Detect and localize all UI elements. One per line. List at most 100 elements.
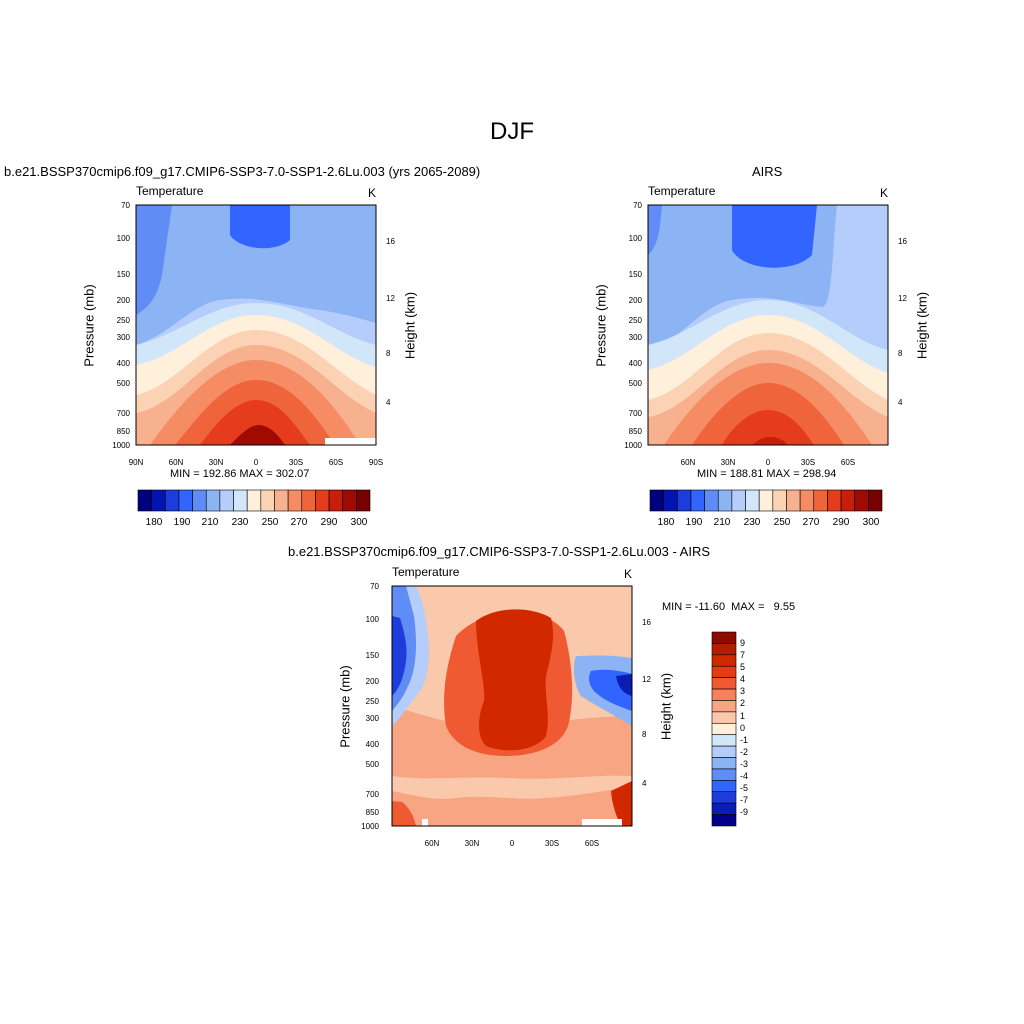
panel1-colorbar-label: 300 — [351, 517, 368, 528]
colorbar-swatch — [868, 489, 883, 512]
panel1-y-tick: 1000 — [112, 441, 130, 450]
panel1-y-tick: 700 — [117, 409, 131, 418]
colorbar-swatch — [813, 489, 828, 512]
panel2-contour-field — [648, 205, 888, 445]
panel2-colorbar-label: 210 — [714, 517, 731, 528]
colorbar-swatch — [274, 489, 289, 512]
panel1-colorbar: 180 190 210 230 250 270 290 300 — [137, 489, 371, 528]
panel1-y-tick-labels: 70 100 150 200 250 300 400 500 700 850 1… — [112, 201, 130, 450]
colorbar-swatch — [717, 489, 733, 512]
panel1-contour-field — [136, 205, 376, 445]
colorbar-swatch — [233, 489, 248, 512]
panel3-x-tick: 30N — [465, 839, 480, 848]
colorbar-swatch — [711, 745, 737, 758]
colorbar-swatch — [219, 489, 234, 512]
colorbar-swatch — [827, 489, 842, 512]
colorbar-swatch — [342, 489, 357, 512]
panel1-y2-tick: 12 — [386, 294, 395, 303]
colorbar-swatch — [205, 489, 221, 512]
panel3-y-tick: 70 — [370, 582, 379, 591]
panel3-plot: 70 100 150 200 250 300 400 500 700 850 1… — [361, 582, 651, 848]
panel3-colorbar-label: -7 — [740, 795, 748, 805]
panel1-y-tick: 150 — [117, 270, 131, 279]
panel2-y-tick: 700 — [629, 409, 643, 418]
panel3-x-tick: 60N — [425, 839, 440, 848]
panel2-y-tick: 70 — [633, 201, 642, 210]
colorbar-swatch — [287, 489, 303, 512]
panel1-title: b.e21.BSSP370cmip6.f09_g17.CMIP6-SSP3-7.… — [4, 164, 481, 179]
panel1-x-tick: 90S — [369, 458, 383, 467]
panel3-x-tick: 60S — [585, 839, 599, 848]
panel2-colorbar-label: 250 — [774, 517, 791, 528]
panel2-y2-tick-labels: 16 12 8 4 — [898, 237, 907, 407]
panel3-y-tick: 850 — [366, 808, 380, 817]
panel2-x-tick: 0 — [766, 458, 771, 467]
panel3-colorbar-label: -5 — [740, 783, 748, 793]
colorbar-swatch — [301, 489, 316, 512]
panel2-colorbar-label: 300 — [863, 517, 880, 528]
panel2-units-label: K — [880, 186, 889, 200]
panel3-y2-tick-labels: 16 12 8 4 — [642, 618, 651, 788]
panel3-colorbar: 9 7 5 4 3 2 1 0 -1 -2 -3 -4 -5 -7 -9 — [711, 631, 748, 827]
colorbar-swatch — [137, 489, 152, 512]
colorbar-swatch — [786, 489, 801, 512]
panel2-stats: MIN = 188.81 MAX = 298.94 — [697, 468, 837, 480]
colorbar-swatch — [772, 489, 787, 512]
panel2-x-tick-labels: 60N 30N 0 30S 60S — [681, 458, 855, 467]
colorbar-swatch — [711, 688, 737, 701]
colorbar-swatch — [711, 677, 737, 690]
panel1-x-tick-labels: 90N 60N 30N 0 30S 60S 90S — [129, 458, 383, 467]
panel2-y-tick-labels: 70 100 150 200 250 300 400 500 700 850 1… — [624, 201, 642, 450]
panel1-x-tick: 0 — [254, 458, 259, 467]
colorbar-swatch — [711, 802, 737, 815]
panel3-colorbar-label: -9 — [740, 807, 748, 817]
panel3-colorbar-label: 5 — [740, 662, 745, 672]
panel1-stats: MIN = 192.86 MAX = 302.07 — [170, 468, 310, 480]
colorbar-swatch — [840, 489, 856, 512]
figure-title: DJF — [490, 118, 534, 145]
panel1-colorbar-swatches — [137, 489, 371, 512]
panel2-colorbar-label: 270 — [803, 517, 820, 528]
panel3-colorbar-label: 2 — [740, 698, 745, 708]
panel2-y-tick: 150 — [629, 270, 643, 279]
panel1-y-tick: 250 — [117, 316, 131, 325]
panel3-y-tick: 100 — [366, 615, 380, 624]
panel2-colorbar: 180 190 210 230 250 270 290 300 — [649, 489, 883, 528]
panel3-colorbar-label: -4 — [740, 771, 748, 781]
colorbar-swatch — [704, 489, 719, 512]
panel1-units-label: K — [368, 186, 377, 200]
panel2-colorbar-label: 180 — [658, 517, 675, 528]
panel3-x-tick-labels: 60N 30N 0 30S 60S — [425, 839, 599, 848]
panel1-y-tick: 200 — [117, 296, 131, 305]
panel2-x-tick: 60S — [841, 458, 855, 467]
panel3-colorbar-label: 1 — [740, 711, 745, 721]
colorbar-swatch — [711, 722, 737, 736]
panel3-y-tick: 1000 — [361, 822, 379, 831]
panel2-y2-tick: 16 — [898, 237, 907, 246]
panel3-colorbar-label: 7 — [740, 650, 745, 660]
panel2-y-tick: 500 — [629, 379, 643, 388]
panel2-y2-tick: 4 — [898, 398, 903, 407]
panel2-x-tick: 30S — [801, 458, 815, 467]
panel1-y-tick: 850 — [117, 427, 131, 436]
panel2-colorbar-labels: 180 190 210 230 250 270 290 300 — [658, 517, 880, 528]
colorbar-swatch — [711, 757, 737, 770]
panel1-y2-tick-labels: 16 12 8 4 — [386, 237, 395, 407]
panel1-x-tick: 30S — [289, 458, 303, 467]
panel2-title: AIRS — [752, 164, 783, 179]
panel1-y2-tick: 8 — [386, 349, 391, 358]
panel2-y-tick: 850 — [629, 427, 643, 436]
panel3-colorbar-swatches — [711, 631, 737, 827]
panel1-y2-tick: 4 — [386, 398, 391, 407]
panel3-y-tick: 400 — [366, 740, 380, 749]
panel2-plot: 70 100 150 200 250 300 400 500 700 850 1… — [624, 201, 907, 467]
colorbar-swatch — [246, 489, 262, 512]
colorbar-swatch — [799, 489, 815, 512]
panel3-units-label: K — [624, 567, 633, 581]
panel2-y-tick: 300 — [629, 333, 643, 342]
panel2-y-tick: 100 — [629, 234, 643, 243]
colorbar-swatch — [745, 489, 760, 512]
panel1-y-tick: 400 — [117, 359, 131, 368]
colorbar-swatch — [711, 734, 737, 747]
colorbar-swatch — [649, 489, 664, 512]
